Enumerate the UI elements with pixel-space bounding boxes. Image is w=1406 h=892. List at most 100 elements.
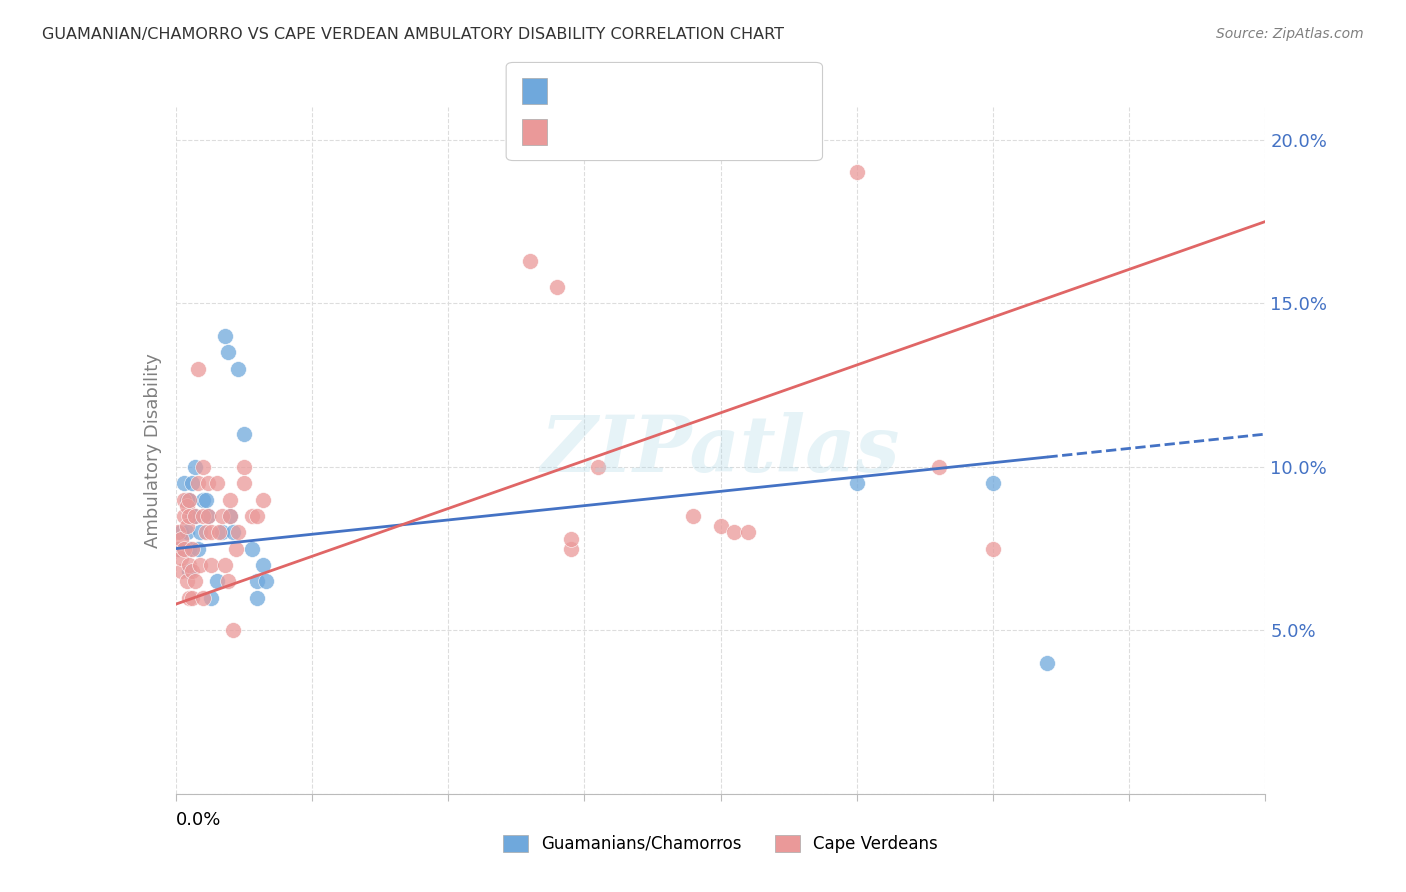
- Point: [170, 551, 193, 566]
- Point: [197, 508, 219, 523]
- Point: [179, 492, 201, 507]
- Point: [197, 508, 219, 523]
- Point: [228, 525, 250, 540]
- Text: ZIPatlas: ZIPatlas: [541, 412, 900, 489]
- Point: [181, 591, 204, 605]
- Text: 0.547: 0.547: [600, 122, 652, 140]
- Point: [188, 558, 211, 572]
- Point: [170, 525, 193, 540]
- Point: [186, 541, 209, 556]
- Text: 0.111: 0.111: [600, 83, 658, 101]
- Point: [191, 492, 214, 507]
- Point: [723, 525, 745, 540]
- Point: [217, 574, 239, 589]
- Point: [173, 541, 195, 556]
- Point: [170, 532, 193, 546]
- Text: R =: R =: [558, 83, 595, 101]
- Point: [184, 574, 207, 589]
- Point: [217, 345, 239, 359]
- Point: [211, 508, 233, 523]
- Point: [214, 329, 236, 343]
- Point: [188, 525, 211, 540]
- Point: [205, 476, 228, 491]
- Point: [246, 574, 269, 589]
- Point: [586, 459, 609, 474]
- Point: [173, 476, 195, 491]
- Point: [232, 459, 254, 474]
- Text: 58: 58: [699, 122, 721, 140]
- Point: [179, 508, 201, 523]
- Point: [560, 532, 582, 546]
- Point: [176, 574, 198, 589]
- Point: [710, 518, 733, 533]
- Point: [179, 565, 201, 579]
- Point: [246, 508, 269, 523]
- Point: [981, 476, 1004, 491]
- Point: [176, 492, 198, 507]
- Point: [179, 541, 201, 556]
- Point: [197, 476, 219, 491]
- Point: [179, 492, 201, 507]
- Point: [167, 541, 190, 556]
- Point: [214, 558, 236, 572]
- Point: [246, 591, 269, 605]
- Point: [1036, 656, 1059, 670]
- Point: [546, 280, 568, 294]
- Point: [232, 427, 254, 442]
- Point: [176, 525, 198, 540]
- Point: [737, 525, 759, 540]
- Text: Source: ZipAtlas.com: Source: ZipAtlas.com: [1216, 27, 1364, 41]
- Text: 35: 35: [699, 83, 721, 101]
- Point: [208, 525, 231, 540]
- Point: [252, 492, 274, 507]
- Point: [254, 574, 277, 589]
- Point: [167, 541, 190, 556]
- Point: [252, 558, 274, 572]
- Point: [845, 165, 868, 179]
- Point: [240, 541, 263, 556]
- Point: [173, 541, 195, 556]
- Point: [181, 508, 204, 523]
- Point: [845, 476, 868, 491]
- Text: R =: R =: [558, 122, 595, 140]
- Point: [232, 476, 254, 491]
- Point: [173, 492, 195, 507]
- Text: 0.0%: 0.0%: [176, 811, 221, 829]
- Text: GUAMANIAN/CHAMORRO VS CAPE VERDEAN AMBULATORY DISABILITY CORRELATION CHART: GUAMANIAN/CHAMORRO VS CAPE VERDEAN AMBUL…: [42, 27, 785, 42]
- Point: [240, 508, 263, 523]
- Point: [181, 565, 204, 579]
- Point: [184, 508, 207, 523]
- Point: [219, 492, 242, 507]
- Point: [167, 525, 190, 540]
- Point: [170, 565, 193, 579]
- Point: [200, 525, 222, 540]
- Point: [682, 508, 704, 523]
- Point: [981, 541, 1004, 556]
- Point: [194, 525, 217, 540]
- Point: [194, 492, 217, 507]
- Point: [184, 508, 207, 523]
- Point: [179, 591, 201, 605]
- Point: [179, 558, 201, 572]
- Point: [200, 591, 222, 605]
- Point: [219, 508, 242, 523]
- Point: [191, 508, 214, 523]
- Point: [191, 591, 214, 605]
- Point: [928, 459, 950, 474]
- Point: [222, 525, 245, 540]
- Y-axis label: Ambulatory Disability: Ambulatory Disability: [143, 353, 162, 548]
- Point: [186, 476, 209, 491]
- Point: [191, 459, 214, 474]
- Point: [225, 541, 247, 556]
- Point: [222, 624, 245, 638]
- Point: [186, 361, 209, 376]
- Point: [211, 525, 233, 540]
- Point: [184, 459, 207, 474]
- Point: [176, 499, 198, 513]
- Point: [228, 361, 250, 376]
- Point: [173, 508, 195, 523]
- Point: [181, 541, 204, 556]
- Point: [560, 541, 582, 556]
- Text: N =: N =: [661, 122, 697, 140]
- Point: [205, 574, 228, 589]
